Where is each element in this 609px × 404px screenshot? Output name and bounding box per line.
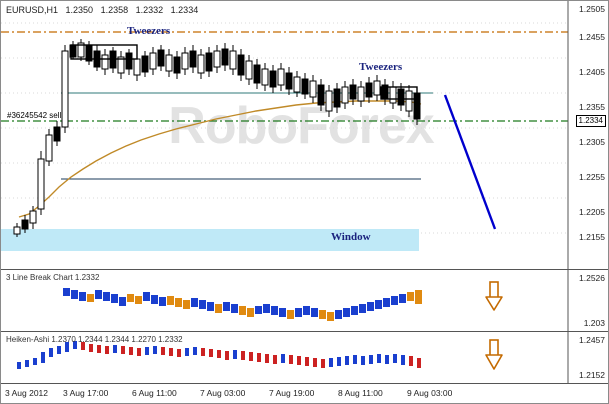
chart-title: EURUSD,H1 1.2350 1.2358 1.2332 1.2334 [6, 5, 198, 15]
time-tick: 9 Aug 03:00 [407, 388, 453, 398]
subchart-1-title: 3 Line Break Chart 1.2332 [6, 273, 100, 282]
ohlc-close: 1.2334 [170, 5, 199, 15]
watermark-logo: RoboForex [168, 97, 434, 155]
time-tick: 8 Aug 11:00 [338, 388, 383, 398]
price-axis-label: 1.2405 [579, 67, 605, 77]
price-axis-label: 1.2205 [579, 207, 605, 217]
subchart-heiken-ashi[interactable]: Heiken-Ashi 1.2370 1.2344 1.2344 1.2270 … [1, 331, 608, 383]
symbol-period-label: EURUSD,H1 [6, 5, 59, 15]
subchart-2-title: Heiken-Ashi 1.2370 1.2344 1.2344 1.2270 … [6, 335, 183, 344]
price-axis-label: 1.2155 [579, 232, 605, 242]
time-tick: 3 Aug 2012 [5, 388, 49, 398]
time-tick: 7 Aug 03:00 [200, 388, 246, 398]
down-arrow-1 [485, 281, 503, 311]
price-axis-label: 1.2455 [579, 32, 605, 42]
subchart-1-axis-low: 1.203 [583, 318, 605, 328]
price-axis-label: 1.2305 [579, 137, 605, 147]
price-axis-label: 1.2255 [579, 172, 605, 182]
subchart-1-axis-high: 1.2526 [579, 273, 605, 283]
annotation-tweezers-2: Tweezers [359, 61, 403, 73]
time-tick: 3 Aug 17:00 [63, 388, 109, 398]
time-axis: 3 Aug 2012 3 Aug 17:00 6 Aug 11:00 7 Aug… [1, 383, 608, 403]
current-price-tag: 1.2334 [575, 115, 606, 127]
ohlc-high: 1.2358 [100, 5, 129, 15]
price-axis-label: 1.2355 [579, 102, 605, 112]
down-arrow-2 [485, 339, 503, 370]
annotation-tweezers-1: Tweezers [127, 25, 171, 37]
subchart-line-break[interactable]: 3 Line Break Chart 1.2332 1.2526 1.203 [1, 269, 608, 331]
subchart-2-axis-low: 1.2152 [579, 370, 605, 380]
ohlc-open: 1.2350 [65, 5, 94, 15]
ohlc-low: 1.2332 [135, 5, 164, 15]
time-tick: 6 Aug 11:00 [132, 388, 177, 398]
order-label: #36245542 sell [7, 111, 62, 120]
price-panel[interactable]: RoboForex [1, 1, 608, 269]
subchart-2-axis-high: 1.2457 [579, 335, 605, 345]
time-tick: 7 Aug 19:00 [269, 388, 315, 398]
annotation-window: Window [331, 231, 371, 243]
price-axis-label: 1.2505 [579, 4, 605, 14]
price-chart-svg [1, 1, 569, 269]
line-break-svg [63, 270, 569, 331]
heiken-ashi-svg [17, 332, 569, 383]
